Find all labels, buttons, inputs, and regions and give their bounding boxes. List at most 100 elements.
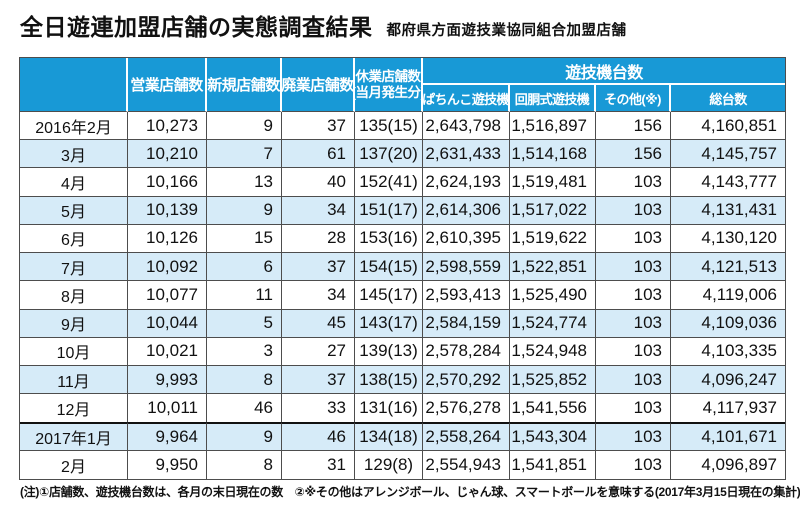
cell-closed: 34 (282, 196, 355, 225)
cell-other: 103 (596, 394, 671, 423)
cell-closed: 34 (282, 281, 355, 310)
cell-kaidoushiki: 1,525,490 (510, 281, 596, 310)
cell-new: 15 (207, 224, 282, 254)
cell-operating: 9,964 (128, 422, 207, 451)
header-new-stores: 新規店舗数 (207, 58, 282, 112)
cell-pachinko: 2,598,559 (423, 253, 510, 282)
cell-operating: 10,273 (128, 112, 207, 141)
cell-operating: 10,021 (128, 337, 207, 366)
cell-total: 4,145,757 (671, 140, 785, 169)
cell-other: 103 (596, 224, 671, 254)
cell-new: 46 (207, 394, 282, 423)
cell-total: 4,130,120 (671, 225, 785, 254)
cell-other: 103 (596, 422, 671, 451)
cell-suspended: 138(15) (355, 365, 423, 395)
cell-suspended: 139(13) (355, 337, 423, 366)
cell-operating: 9,993 (128, 365, 207, 395)
cell-pachinko: 2,554,943 (423, 450, 510, 479)
cell-operating: 10,210 (128, 140, 207, 169)
header-kaidoushiki-machines: 回胴式遊技機 (510, 85, 596, 112)
cell-new: 13 (207, 168, 282, 197)
cell-suspended: 129(8) (355, 450, 423, 479)
header-pachinko-machines: ぱちんこ遊技機 (423, 85, 510, 112)
cell-month: 8月 (20, 281, 128, 310)
cell-new: 9 (207, 112, 282, 141)
cell-other: 156 (596, 112, 671, 141)
cell-new: 8 (207, 450, 282, 479)
cell-month: 10月 (20, 337, 128, 366)
cell-pachinko: 2,578,284 (423, 337, 510, 366)
cell-operating: 10,092 (128, 253, 207, 282)
cell-other: 156 (596, 140, 671, 169)
cell-closed: 33 (282, 394, 355, 423)
titlebar: 全日遊連加盟店舗の実態調査結果 都府県方面遊技業協同組合加盟店舗 (20, 14, 785, 42)
cell-other: 103 (596, 365, 671, 395)
cell-closed: 61 (282, 140, 355, 169)
cell-new: 8 (207, 365, 282, 395)
cell-month: 7月 (20, 253, 128, 282)
cell-other: 103 (596, 450, 671, 479)
cell-suspended: 134(18) (355, 422, 423, 451)
cell-operating: 10,011 (128, 394, 207, 423)
footnote-bar: (注)①店舗数、遊技機台数は、各月の末日現在の数 ②※その他はアレンジボール、じ… (20, 483, 800, 500)
cell-kaidoushiki: 1,543,304 (510, 422, 596, 451)
cell-kaidoushiki: 1,522,851 (510, 253, 596, 282)
cell-closed: 37 (282, 253, 355, 282)
cell-closed: 37 (282, 112, 355, 141)
footnote-right: (2017年3月15日現在の集計) (654, 485, 800, 499)
cell-month: 9月 (20, 309, 128, 338)
cell-closed: 28 (282, 224, 355, 254)
header-closed-stores: 廃業店舗数 (282, 58, 355, 112)
cell-total: 4,119,006 (671, 281, 785, 310)
cell-kaidoushiki: 1,514,168 (510, 140, 596, 169)
cell-new: 9 (207, 422, 282, 451)
cell-suspended: 143(17) (355, 309, 423, 338)
cell-total: 4,160,851 (671, 112, 785, 141)
cell-pachinko: 2,570,292 (423, 365, 510, 395)
cell-kaidoushiki: 1,524,948 (510, 337, 596, 366)
cell-kaidoushiki: 1,517,022 (510, 196, 596, 225)
cell-operating: 9,950 (128, 450, 207, 479)
cell-pachinko: 2,584,159 (423, 309, 510, 338)
cell-new: 7 (207, 140, 282, 169)
cell-new: 5 (207, 309, 282, 338)
cell-closed: 27 (282, 337, 355, 366)
cell-total: 4,096,897 (701, 454, 777, 474)
cell-other: 103 (596, 196, 671, 225)
cell-month: 5月 (20, 196, 128, 225)
cell-total: 4,117,937 (702, 398, 777, 418)
cell-closed: 46 (282, 422, 355, 451)
footnote-left: (注)①店舗数、遊技機台数は、各月の末日現在の数 ②※その他はアレンジボール、じ… (20, 485, 655, 499)
cell-suspended: 145(17) (355, 281, 423, 310)
cell-pachinko: 2,576,278 (423, 394, 510, 423)
cell-total: 4,143,777 (671, 168, 785, 197)
cell-total: 4,096,247 (671, 365, 785, 395)
header-machine-group: 遊技機台数 (423, 58, 785, 85)
cell-operating: 10,139 (128, 196, 207, 225)
cell-month: 3月 (20, 140, 128, 169)
cell-kaidoushiki: 1,541,851 (510, 450, 596, 479)
cell-suspended: 135(15) (355, 112, 423, 141)
cell-other: 103 (596, 281, 671, 310)
cell-kaidoushiki: 1,541,556 (510, 394, 596, 423)
cell-total: 4,109,036 (671, 309, 785, 338)
cell-closed: 37 (282, 365, 355, 395)
cell-kaidoushiki: 1,524,774 (510, 309, 596, 338)
cell-kaidoushiki: 1,519,622 (510, 224, 596, 254)
cell-kaidoushiki: 1,516,897 (510, 112, 596, 141)
header-suspended-stores: 休業店舗数 (当月発生分) (355, 58, 423, 112)
cell-suspended: 152(41) (355, 168, 423, 197)
cell-pachinko: 2,624,193 (423, 168, 510, 197)
cell-pachinko: 2,558,264 (423, 422, 510, 451)
cell-total: 4,131,431 (671, 196, 785, 225)
cell-operating: 10,077 (128, 281, 207, 310)
cell-other: 103 (596, 253, 671, 282)
cell-month: 2月 (20, 450, 128, 479)
cell-closed: 45 (282, 309, 355, 338)
cell-month: 2017年1月 (20, 422, 128, 451)
header-operating-stores: 営業店舗数 (128, 58, 207, 112)
cell-month: 2016年2月 (20, 112, 128, 141)
cell-pachinko: 2,614,306 (423, 196, 510, 225)
cell-month: 4月 (20, 168, 128, 197)
